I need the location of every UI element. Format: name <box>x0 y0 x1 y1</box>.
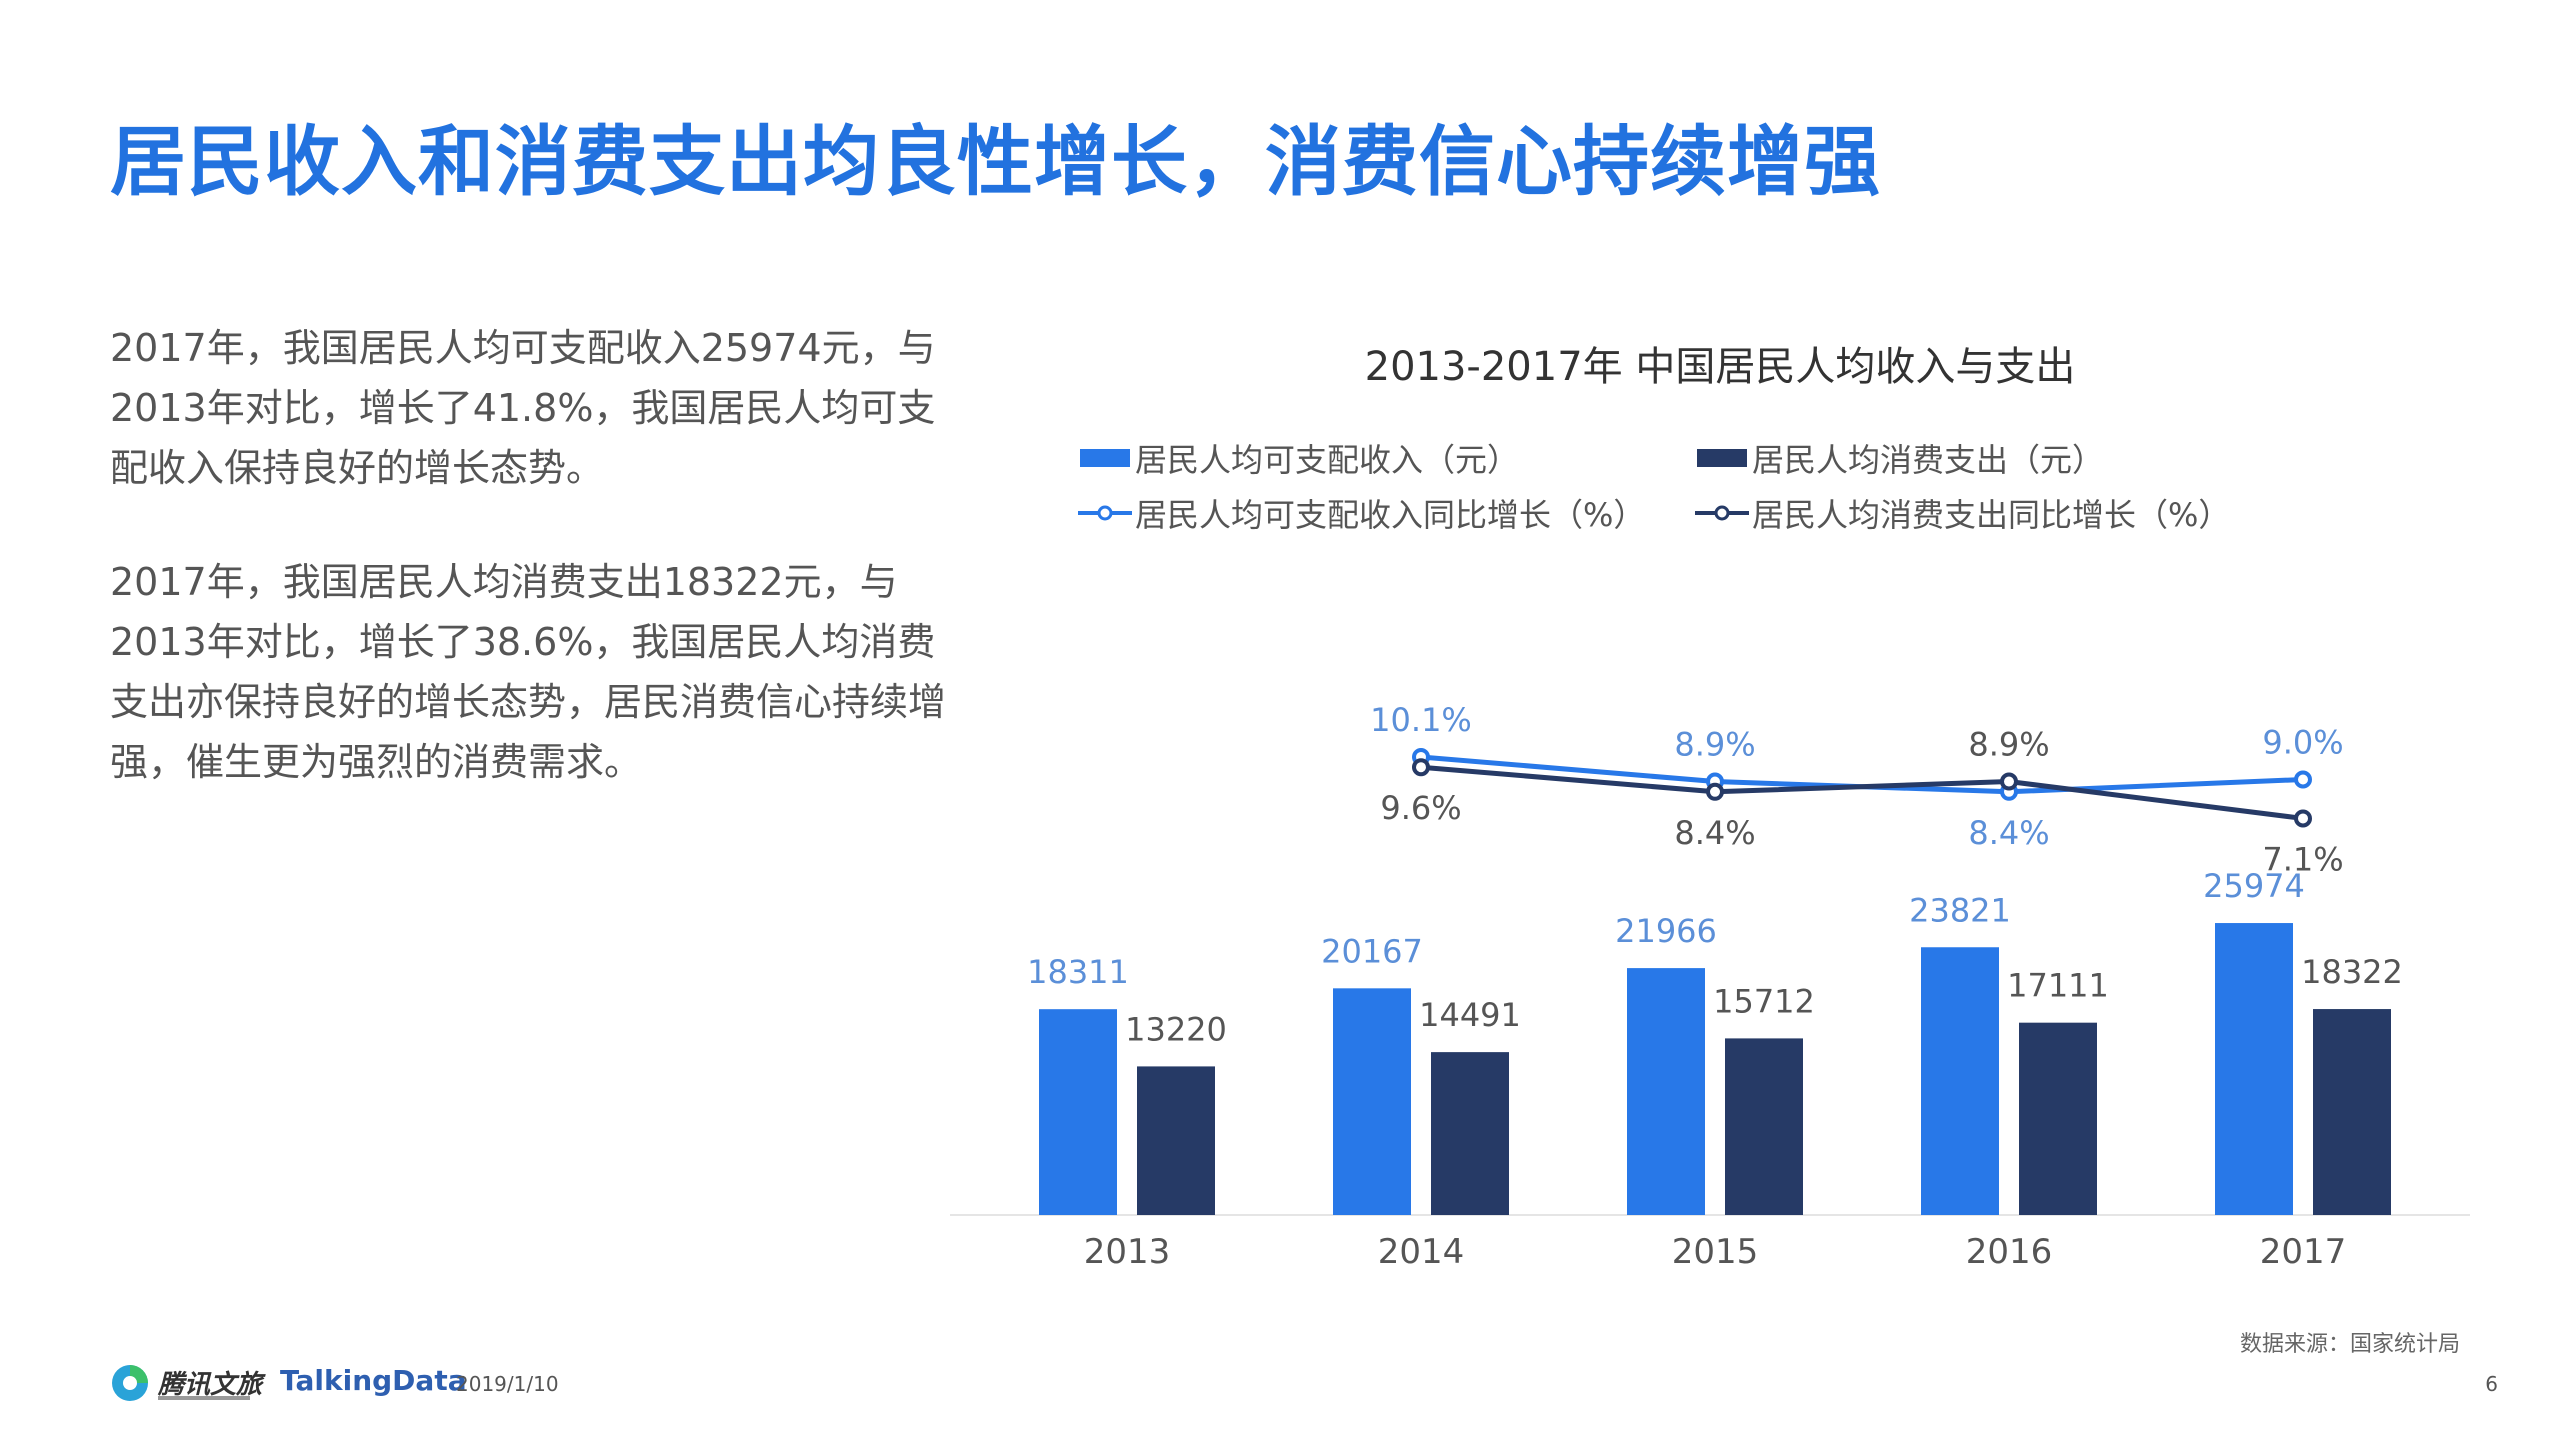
expense-growth-point <box>2000 772 2018 791</box>
page-number: 6 <box>2485 1372 2498 1396</box>
bar-expense <box>2313 1009 2391 1215</box>
data-source: 数据来源：国家统计局 <box>2239 1332 2460 1357</box>
footer-brand-tencent: 腾讯文旅 <box>158 1370 263 1400</box>
x-tick-label: 2016 <box>1966 1232 2053 1272</box>
bar-expense-label: 15712 <box>1713 982 1815 1020</box>
income-growth-label: 8.9% <box>1674 726 1755 764</box>
legend-label: 居民人均可支配收入（元） <box>1135 441 1519 479</box>
chart-title: 2013-2017年 中国居民人均收入与支出 <box>1365 344 2076 390</box>
expense-growth-label: 7.1% <box>2262 840 2343 878</box>
expense-growth-label: 9.6% <box>1380 789 1461 827</box>
income-growth-label: 8.4% <box>1968 814 2049 852</box>
bar-expense <box>1725 1038 1803 1215</box>
legend-swatch-bar <box>1080 449 1130 467</box>
bar-expense-label: 17111 <box>2007 967 2109 1005</box>
income-growth-label: 9.0% <box>2262 724 2343 762</box>
bar-income-label: 25974 <box>2203 867 2305 905</box>
expense-growth-point <box>1706 782 1724 801</box>
footer-date: 2019/1/10 <box>456 1372 559 1396</box>
legend-swatch-marker <box>1097 505 1113 521</box>
legend-label: 居民人均消费支出同比增长（%） <box>1752 496 2230 534</box>
tencent-culture-travel-logo-icon <box>112 1365 148 1401</box>
expense-growth-point <box>1412 758 1430 777</box>
x-tick-label: 2017 <box>2260 1232 2347 1272</box>
bar-income <box>1039 1009 1117 1215</box>
bar-income-label: 21966 <box>1615 912 1717 950</box>
expense-growth-label: 8.9% <box>1968 726 2049 764</box>
bar-income-label: 18311 <box>1027 953 1129 991</box>
expense-growth-line <box>1420 764 2304 821</box>
bar-income <box>2215 923 2293 1215</box>
expense-growth-label: 8.4% <box>1674 814 1755 852</box>
bar-expense-label: 14491 <box>1419 996 1521 1034</box>
income-paragraph: 2017年，我国居民人均可支配收入25974元，与2013年对比，增长了41.8… <box>110 326 936 490</box>
x-tick-label: 2014 <box>1378 1232 1465 1272</box>
income-growth-label: 10.1% <box>1370 701 1472 739</box>
bar-expense <box>2019 1022 2097 1215</box>
bar-expense-label: 13220 <box>1125 1010 1227 1048</box>
legend-swatch-marker <box>1714 505 1730 521</box>
x-tick-label: 2015 <box>1672 1232 1759 1272</box>
x-tick-label: 2013 <box>1084 1232 1171 1272</box>
bar-income <box>1627 968 1705 1215</box>
bar-income <box>1921 947 1999 1215</box>
legend-swatch-bar <box>1697 449 1747 467</box>
bar-expense <box>1431 1052 1509 1215</box>
expense-paragraph: 2017年，我国居民人均消费支出18322元，与2013年对比，增长了38.6%… <box>110 560 947 784</box>
bar-expense <box>1137 1066 1215 1215</box>
bar-expense-label: 18322 <box>2301 953 2403 991</box>
income-growth-point <box>2294 770 2312 789</box>
expense-growth-point <box>2294 809 2312 828</box>
bar-income-label: 20167 <box>1321 932 1423 970</box>
legend-label: 居民人均可支配收入同比增长（%） <box>1135 496 1645 534</box>
bar-income-label: 23821 <box>1909 891 2011 929</box>
footer-brand-talkingdata: TalkingData <box>280 1364 467 1397</box>
legend-label: 居民人均消费支出（元） <box>1752 441 2104 479</box>
footer-brand-tencent-subline <box>158 1396 250 1400</box>
bar-income <box>1333 988 1411 1215</box>
slide-title: 居民收入和消费支出均良性增长，消费信心持续增强 <box>110 117 1881 206</box>
